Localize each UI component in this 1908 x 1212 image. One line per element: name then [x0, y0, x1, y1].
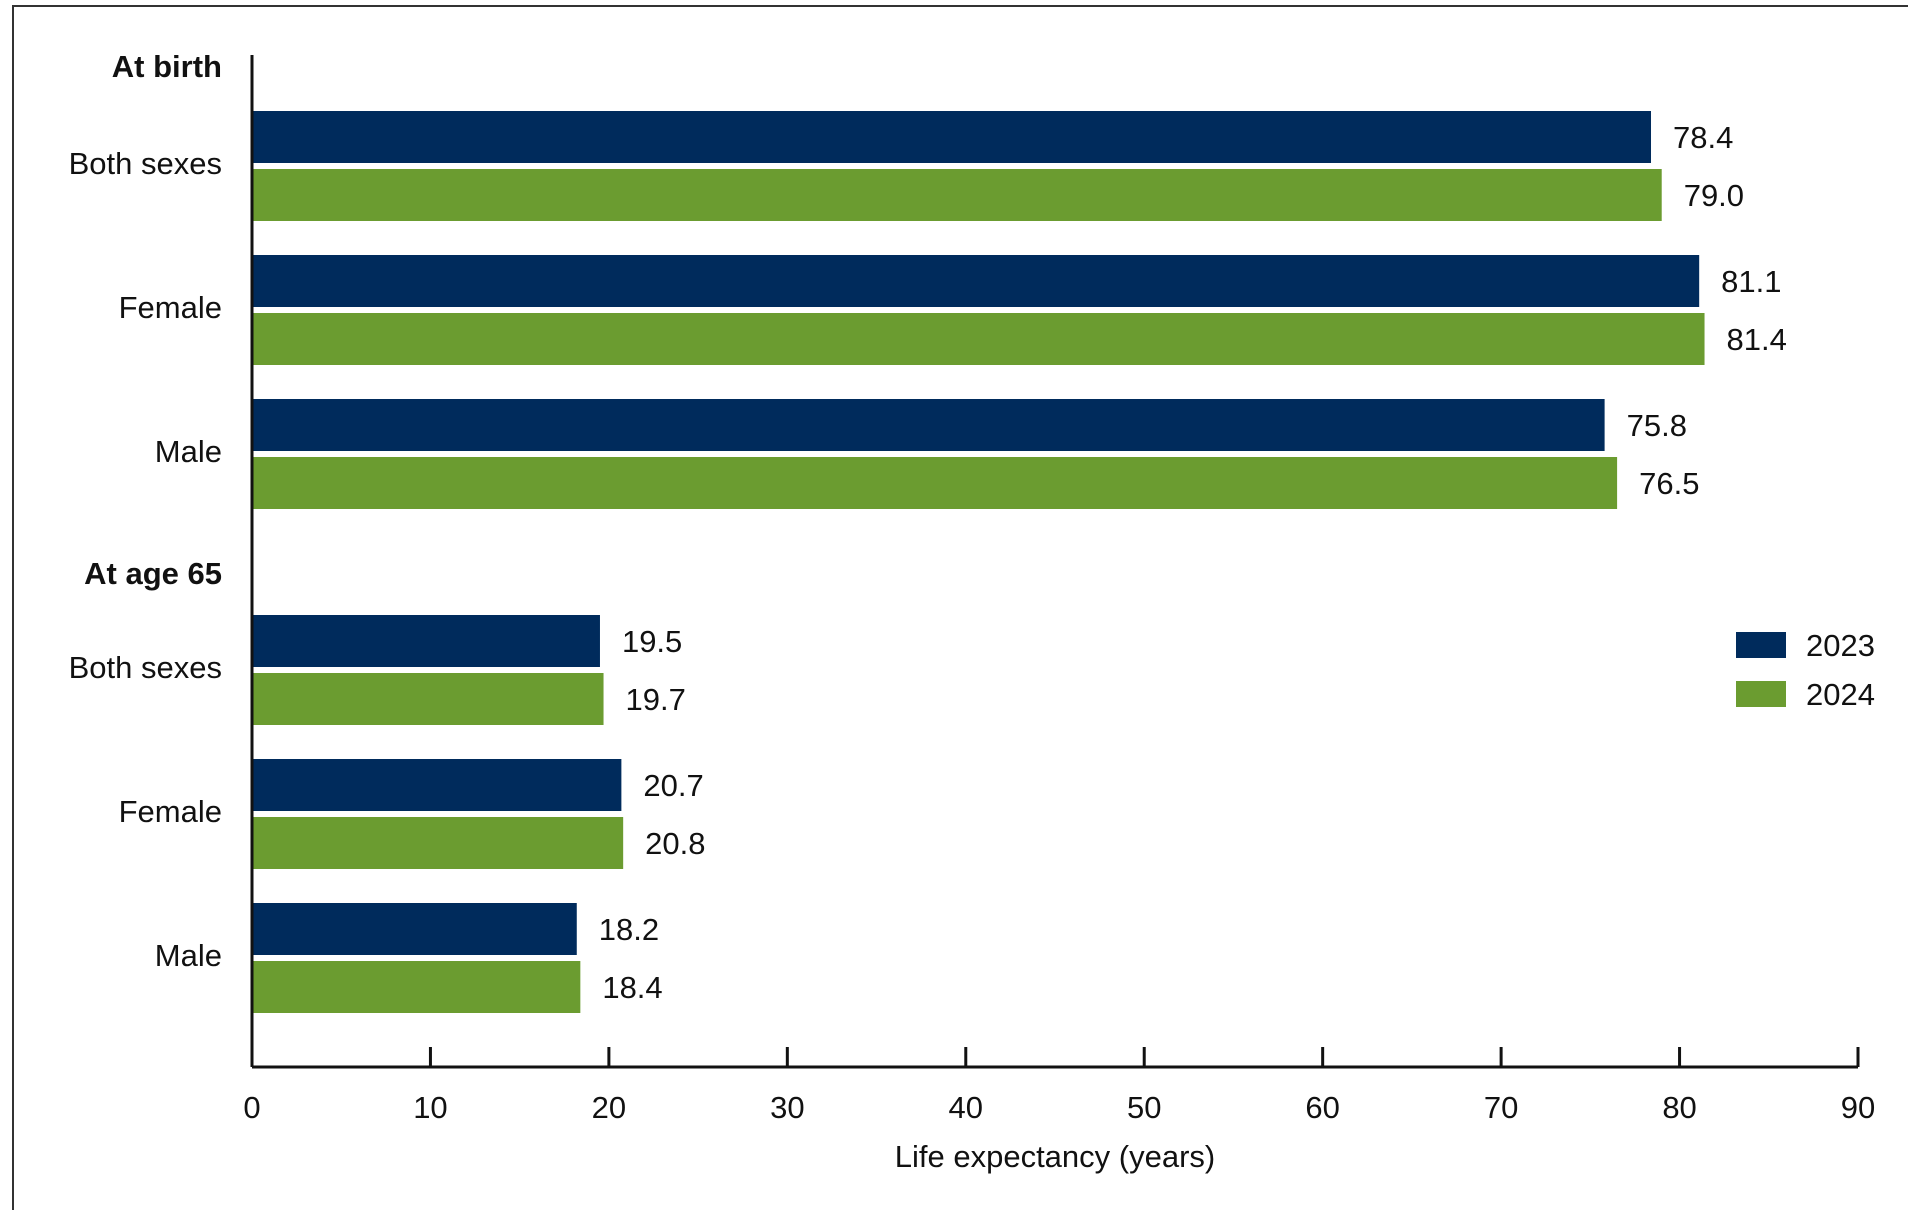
x-tick-label: 30 — [770, 1090, 804, 1125]
value-label-2023: 18.2 — [599, 912, 659, 947]
value-label-2024: 19.7 — [626, 682, 686, 717]
legend-swatch-2023 — [1736, 632, 1786, 658]
bars-layer — [252, 111, 1705, 1013]
value-label-2023: 20.7 — [643, 768, 703, 803]
legend-swatch-2024 — [1736, 681, 1786, 707]
value-label-2023: 78.4 — [1673, 120, 1733, 155]
category-label: Male — [155, 434, 222, 469]
value-label-2024: 20.8 — [645, 826, 705, 861]
x-tick-label: 10 — [413, 1090, 447, 1125]
value-label-2024: 76.5 — [1639, 466, 1699, 501]
chart-frame — [12, 5, 1908, 1210]
category-label: Both sexes — [69, 650, 222, 685]
group-label: At birth — [112, 49, 222, 84]
x-tick-label: 20 — [592, 1090, 626, 1125]
bar-2024 — [252, 817, 624, 869]
x-tick-label: 70 — [1484, 1090, 1518, 1125]
x-tick-label: 60 — [1305, 1090, 1339, 1125]
bar-2023 — [252, 399, 1605, 451]
legend-label-2024: 2024 — [1806, 677, 1875, 712]
x-tick-label: 0 — [243, 1090, 260, 1125]
group-label: At age 65 — [84, 556, 222, 591]
bar-2023 — [252, 255, 1700, 307]
bar-2023 — [252, 111, 1652, 163]
x-tick-label: 90 — [1841, 1090, 1875, 1125]
legend: 2023 2024 — [1736, 628, 1875, 712]
x-tick-label: 40 — [949, 1090, 983, 1125]
value-label-2024: 81.4 — [1727, 322, 1787, 357]
labels-layer: At birth Both sexes 78.4 79.0 Female 81.1 81.4… — [69, 49, 1787, 1005]
x-tick-label: 80 — [1662, 1090, 1696, 1125]
x-axis-title: Life expectancy (years) — [895, 1139, 1215, 1174]
bar-2024 — [252, 673, 604, 725]
category-label: Male — [155, 938, 222, 973]
value-label-2023: 81.1 — [1721, 264, 1781, 299]
value-label-2023: 19.5 — [622, 624, 682, 659]
x-axis: 0 10 20 30 40 50 60 70 80 90 — [243, 55, 1875, 1125]
bar-2023 — [252, 759, 622, 811]
x-tick-label: 50 — [1127, 1090, 1161, 1125]
bar-2023 — [252, 615, 600, 667]
value-label-2024: 18.4 — [602, 970, 662, 1005]
value-label-2024: 79.0 — [1684, 178, 1744, 213]
bar-2024 — [252, 313, 1705, 365]
category-label: Female — [119, 794, 222, 829]
bar-2024 — [252, 961, 581, 1013]
bar-2024 — [252, 169, 1662, 221]
category-label: Female — [119, 290, 222, 325]
value-label-2023: 75.8 — [1627, 408, 1687, 443]
category-label: Both sexes — [69, 146, 222, 181]
bar-2023 — [252, 903, 577, 955]
bar-2024 — [252, 457, 1618, 509]
legend-label-2023: 2023 — [1806, 628, 1875, 663]
